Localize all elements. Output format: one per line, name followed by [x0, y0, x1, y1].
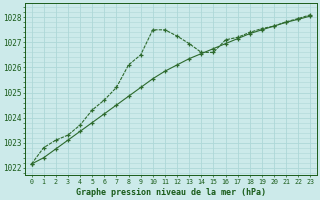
- X-axis label: Graphe pression niveau de la mer (hPa): Graphe pression niveau de la mer (hPa): [76, 188, 266, 197]
